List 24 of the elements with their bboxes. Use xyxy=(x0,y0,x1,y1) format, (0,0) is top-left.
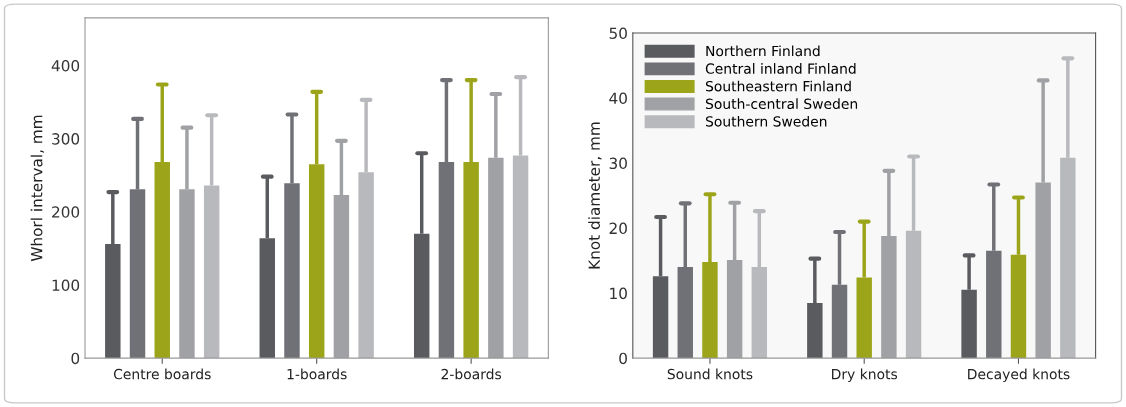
legend-label: Southeastern Finland xyxy=(705,80,851,92)
legend-label: Southern Sweden xyxy=(705,115,827,127)
y-tick-label: 0 xyxy=(71,352,80,365)
y-tick-label: 40 xyxy=(609,92,627,105)
y-tick-label: 20 xyxy=(609,222,627,235)
x-tick-label: Sound knots xyxy=(667,368,753,380)
legend-label: Central inland Finland xyxy=(705,63,856,74)
x-tick-label: Dry knots xyxy=(832,368,898,383)
x-tick-label: Centre boards xyxy=(113,368,211,380)
y-tick-label: 10 xyxy=(610,287,627,300)
y-axis-title: Knot diameter, mm xyxy=(588,122,602,269)
legend-label: Northern Finland xyxy=(706,45,820,57)
x-tick-label: Decayed knots xyxy=(968,368,1070,383)
y-tick-label: 300 xyxy=(52,133,80,145)
y-tick-label: 0 xyxy=(619,352,627,365)
legend-label: South-central Sweden xyxy=(705,98,858,110)
y-tick-label: 100 xyxy=(52,279,80,292)
y-axis-title: Whorl interval, mm xyxy=(30,115,45,262)
y-tick-label: 30 xyxy=(609,157,627,170)
y-tick-label: 50 xyxy=(609,27,627,39)
x-tick-label: 2-boards xyxy=(441,368,502,380)
y-tick-label: 200 xyxy=(52,206,80,218)
x-tick-label: 1-boards xyxy=(287,368,347,380)
y-tick-label: 400 xyxy=(51,59,80,72)
